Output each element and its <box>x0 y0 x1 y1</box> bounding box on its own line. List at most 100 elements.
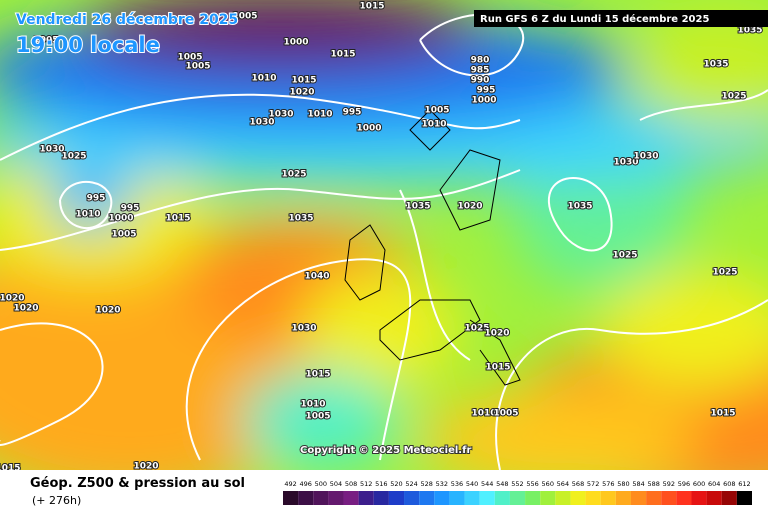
isobar-label: 995 <box>121 204 140 214</box>
isobar-label: 1025 <box>61 152 86 162</box>
isobar-label: 1015 <box>0 464 21 474</box>
isobar-label: 1035 <box>405 202 430 212</box>
isobar-label: 1020 <box>289 88 314 98</box>
scale-swatch <box>343 491 359 505</box>
scale-label: 516 <box>375 480 387 488</box>
lead-time: (+ 276h) <box>32 494 81 507</box>
isobar-label: 1025 <box>281 170 306 180</box>
footer-title: Géop. Z500 & pression au sol <box>30 476 245 491</box>
scale-swatch <box>509 491 526 505</box>
isobar-label: 1020 <box>457 202 482 212</box>
scale-label: 580 <box>617 480 629 488</box>
scale-swatch <box>630 491 647 505</box>
scale-label: 584 <box>632 480 644 488</box>
isobar-label: 1005 <box>111 230 136 240</box>
isobar-label: 1015 <box>359 2 384 12</box>
isobar-label: 1035 <box>703 60 728 70</box>
isobar-label: 1020 <box>484 329 509 339</box>
scale-swatch <box>313 491 329 505</box>
scale-label: 608 <box>723 480 735 488</box>
isobar-label: 1020 <box>133 462 158 472</box>
scale-swatch <box>721 491 737 505</box>
scale-label: 540 <box>466 480 478 488</box>
isobar-lines <box>0 13 768 470</box>
scale-label: 552 <box>511 480 523 488</box>
isobar-label: 1020 <box>95 306 120 316</box>
scale-swatch <box>676 491 692 505</box>
scale-swatch <box>736 491 752 505</box>
scale-swatch <box>570 491 586 505</box>
scale-swatch <box>555 491 571 505</box>
isobar-label: 1005 <box>33 36 58 46</box>
coastlines <box>344 109 521 386</box>
scale-swatch <box>328 491 344 505</box>
scale-swatch <box>298 491 314 505</box>
isobar-label: 1025 <box>721 92 746 102</box>
scale-swatch <box>540 491 556 505</box>
isobar-label: 1040 <box>304 272 329 282</box>
isobar-label: 1010 <box>307 110 332 120</box>
scale-swatch <box>434 491 450 505</box>
scale-swatch <box>464 491 480 505</box>
scale-swatch <box>404 491 420 505</box>
scale-label: 564 <box>557 480 569 488</box>
valid-date: Vendredi 26 décembre 2025 <box>16 12 238 28</box>
isobar-label: 1010 <box>421 120 446 130</box>
isobar-label: 1030 <box>39 145 64 155</box>
scale-swatch <box>525 491 541 505</box>
scale-label: 588 <box>647 480 659 488</box>
scale-label: 508 <box>345 480 357 488</box>
scale-label: 556 <box>526 480 538 488</box>
scale-label: 520 <box>390 480 402 488</box>
isobar-label: 995 <box>87 194 106 204</box>
scale-label: 576 <box>602 480 614 488</box>
isobar-label: 1035 <box>288 214 313 224</box>
scale-label: 528 <box>421 480 433 488</box>
scale-swatch <box>494 491 510 505</box>
isobar-label: 1015 <box>291 76 316 86</box>
isobar-labels: 1005 1005 1015 1000 1015 1005 1005 1010 1015 1020… <box>0 1 764 474</box>
scale-swatch <box>419 491 435 505</box>
scale-label: 612 <box>738 480 750 488</box>
run-box <box>474 10 768 27</box>
isobar-label: 1030 <box>291 324 316 334</box>
isobar-label: 1005 <box>177 53 202 63</box>
isobar-label: 1000 <box>108 214 133 224</box>
scale-label: 548 <box>496 480 508 488</box>
scale-swatch <box>358 491 374 505</box>
scale-label: 536 <box>451 480 463 488</box>
isobar-label: 1005 <box>424 106 449 116</box>
isobar-label: 1025 <box>712 268 737 278</box>
scale-swatch <box>691 491 707 505</box>
scale-label: 572 <box>587 480 599 488</box>
isobar-label: 1030 <box>249 118 274 128</box>
isobar-label: 1030 <box>633 152 658 162</box>
color-scale: 492 496 500 504 508 512 516 520 524 528 532 536 540 5… <box>283 480 752 505</box>
isobar-label: 1015 <box>330 50 355 60</box>
scale-label: 560 <box>542 480 554 488</box>
isobar-label: 1030 <box>613 158 638 168</box>
scale-label: 592 <box>663 480 675 488</box>
isobar-label: 1000 <box>356 124 381 134</box>
valid-time: 19:00 locale <box>16 33 160 57</box>
scale-label: 544 <box>481 480 493 488</box>
isobar-label: 1035 <box>737 26 762 36</box>
isobar-label: 1010 <box>251 74 276 84</box>
isobar-label: 1015 <box>485 363 510 373</box>
isobar-label: 1005 <box>232 12 257 22</box>
isobar-label: 1005 <box>493 409 518 419</box>
isobar-label: 1020 <box>0 294 25 304</box>
isobar-label: 1015 <box>305 370 330 380</box>
isobar-label: 1020 <box>13 304 38 314</box>
scale-swatch <box>373 491 389 505</box>
scale-swatch <box>706 491 722 505</box>
scale-label: 532 <box>436 480 448 488</box>
isobar-label: 980 <box>471 56 490 66</box>
scale-swatch <box>479 491 495 505</box>
isobar-label: 1015 <box>710 409 735 419</box>
scale-label: 512 <box>360 480 372 488</box>
isobar-label: 995 <box>477 86 496 96</box>
scale-label: 492 <box>284 480 296 488</box>
scale-label: 600 <box>693 480 705 488</box>
